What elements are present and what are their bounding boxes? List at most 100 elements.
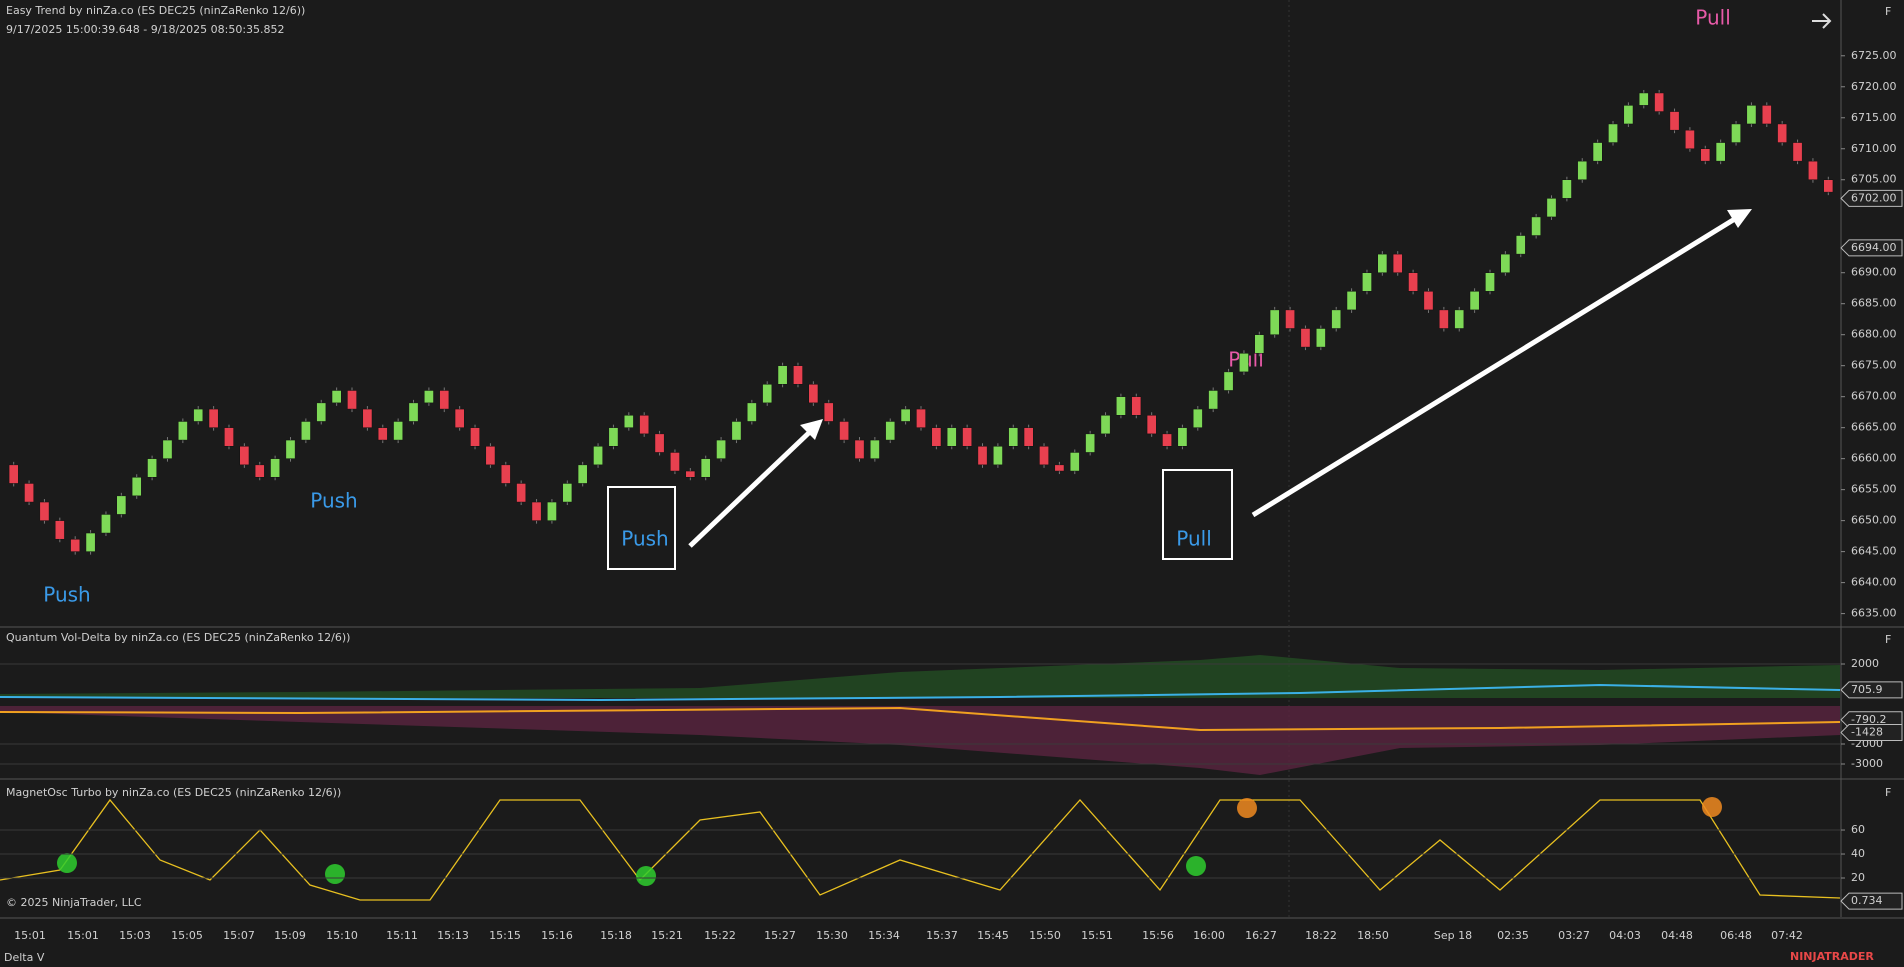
renko-brick (470, 427, 480, 447)
indicator-title: Quantum Vol-Delta by ninZa.co (ES DEC25 … (6, 631, 350, 644)
x-tick-label: 15:13 (437, 929, 469, 942)
x-tick-label: 18:50 (1357, 929, 1389, 942)
x-tick-label: 06:48 (1720, 929, 1752, 942)
x-tick-label: 15:18 (600, 929, 632, 942)
renko-brick (1531, 216, 1541, 236)
renko-brick (362, 408, 373, 428)
x-tick-label: 15:10 (326, 929, 358, 942)
renko-brick (1562, 179, 1572, 199)
renko-brick (870, 439, 880, 459)
renko-brick (39, 501, 50, 521)
renko-brick (839, 421, 849, 441)
price-tag-label: -1428 (1851, 726, 1883, 739)
renko-brick (439, 390, 450, 410)
x-tick-label: 18:22 (1305, 929, 1337, 942)
y-tick-label: 6660.00 (1851, 452, 1897, 465)
x-tick-label: 15:09 (274, 929, 306, 942)
panel-button[interactable]: F (1885, 5, 1891, 18)
renko-brick (162, 439, 173, 459)
renko-brick (1162, 433, 1172, 447)
renko-brick (1485, 272, 1495, 292)
renko-brick (101, 514, 111, 534)
x-tick-label: 03:27 (1558, 929, 1590, 942)
price-tag (1840, 892, 1903, 910)
renko-brick (716, 439, 726, 459)
renko-brick (685, 470, 696, 478)
renko-brick (316, 402, 327, 422)
renko-brick (1069, 452, 1080, 472)
renko-brick (639, 415, 650, 435)
highlight-box (1162, 469, 1233, 560)
renko-brick (1654, 92, 1665, 112)
signal-label: Pull (1695, 6, 1731, 30)
signal-label: Pull (1176, 527, 1212, 551)
y-tick-label: 6635.00 (1851, 607, 1897, 620)
renko-brick (731, 421, 742, 441)
x-tick-label: 15:15 (489, 929, 521, 942)
panel-button[interactable]: F (1885, 786, 1891, 799)
renko-brick (1116, 396, 1126, 416)
price-tag-label: 705.9 (1851, 683, 1883, 696)
renko-brick (1039, 446, 1049, 466)
renko-brick (1731, 123, 1741, 143)
x-tick-label: 16:00 (1193, 929, 1225, 942)
renko-brick (762, 384, 773, 404)
renko-brick (823, 402, 834, 422)
renko-brick (131, 476, 142, 497)
renko-brick (854, 439, 865, 459)
y-tick-label: 6680.00 (1851, 328, 1897, 341)
renko-brick (1608, 123, 1618, 143)
renko-brick (1454, 309, 1465, 329)
renko-brick (1808, 160, 1818, 180)
renko-brick (177, 421, 188, 441)
renko-brick (1638, 92, 1649, 106)
renko-brick (500, 464, 511, 484)
y-tick-label: 6650.00 (1851, 514, 1897, 527)
renko-brick (516, 483, 527, 503)
renko-brick (24, 483, 34, 503)
renko-brick (1577, 160, 1588, 180)
renko-brick (916, 408, 926, 428)
annotation-arrowhead (1727, 209, 1752, 228)
y-tick-label: 6670.00 (1851, 390, 1897, 403)
y-tick-label: 40 (1851, 847, 1865, 860)
renko-brick (1392, 253, 1403, 273)
y-tick-label: 6640.00 (1851, 576, 1897, 589)
scroll-arrow[interactable] (1812, 13, 1832, 29)
renko-brick (301, 421, 311, 441)
renko-brick (793, 365, 803, 385)
x-tick-label: 15:30 (816, 929, 848, 942)
renko-brick (1500, 253, 1511, 273)
renko-brick (577, 464, 588, 484)
x-tick-label: 15:56 (1142, 929, 1174, 942)
renko-brick (531, 501, 542, 521)
renko-brick (116, 495, 127, 515)
renko-brick (1285, 309, 1295, 329)
renko-brick (1408, 272, 1418, 292)
renko-brick (1085, 433, 1096, 453)
panel-button[interactable]: F (1885, 633, 1891, 646)
renko-brick (270, 458, 280, 478)
tab-label[interactable]: Delta V (4, 951, 45, 964)
renko-brick (777, 365, 788, 385)
renko-brick (1623, 105, 1634, 125)
y-tick-label: 6725.00 (1851, 49, 1897, 62)
renko-brick (623, 415, 634, 428)
renko-brick (1792, 142, 1803, 162)
signal-label: Push (310, 489, 357, 513)
x-tick-label: 02:35 (1497, 929, 1529, 942)
renko-brick (1054, 464, 1065, 472)
renko-brick (562, 483, 573, 503)
renko-brick (85, 532, 96, 552)
renko-brick (285, 439, 296, 459)
renko-brick (993, 446, 1003, 466)
price-tag-label: 6702.00 (1851, 191, 1897, 204)
x-tick-label: 15:07 (223, 929, 255, 942)
renko-brick (1685, 129, 1695, 150)
renko-brick (408, 402, 419, 422)
y-tick-label: 6690.00 (1851, 266, 1897, 279)
renko-brick (8, 464, 19, 484)
y-tick-label: 6710.00 (1851, 142, 1897, 155)
renko-brick (946, 427, 957, 447)
